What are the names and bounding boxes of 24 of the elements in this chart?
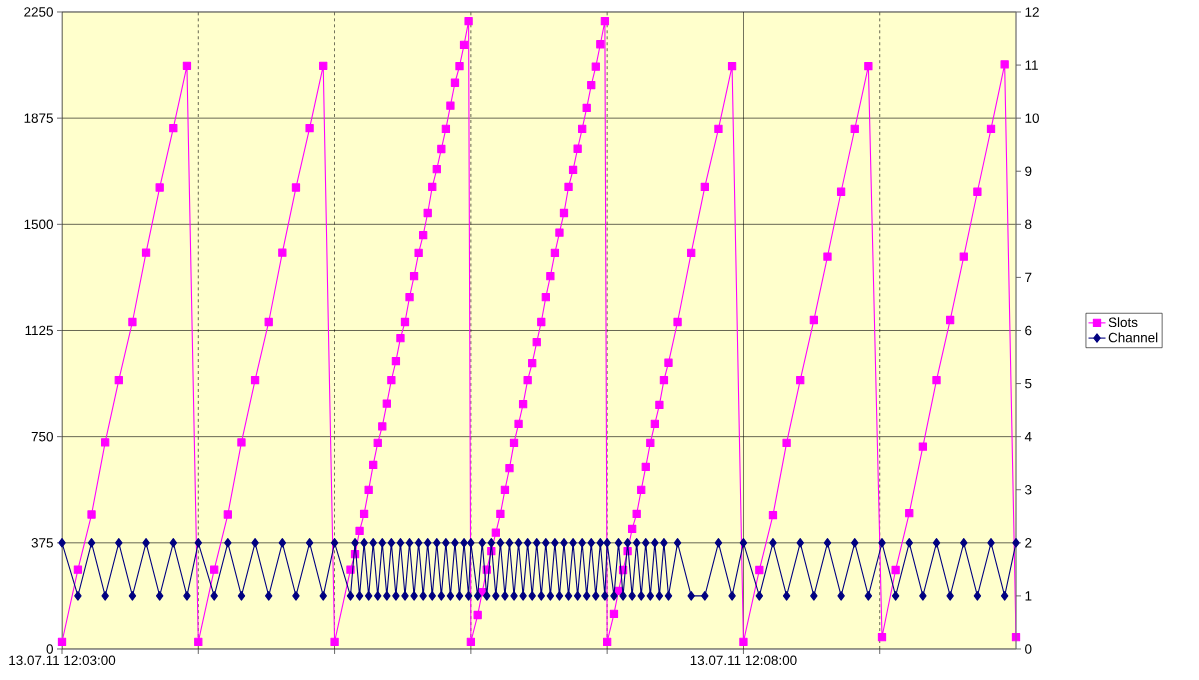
x-tick-label: 13.07.11 12:03:00 xyxy=(9,655,116,666)
y2-tick-label: 8 xyxy=(1025,219,1032,230)
y-tick-label: 1875 xyxy=(24,113,53,123)
y-tick-label: 750 xyxy=(31,431,53,442)
y-tick-label: 0 xyxy=(46,644,53,654)
legend-label: Channel xyxy=(1108,332,1158,343)
y2-tick-label: 0 xyxy=(1025,644,1032,654)
y2-tick-label: 4 xyxy=(1024,432,1032,442)
y2-tick-label: 2 xyxy=(1025,538,1032,548)
y-tick-label: 1125 xyxy=(25,325,53,336)
y2-tick-label: 1 xyxy=(1025,591,1032,601)
y2-tick-label: 11 xyxy=(1025,60,1038,70)
y2-tick-label: 9 xyxy=(1025,166,1032,176)
x-tick-label: 13.07.11 12:08:00 xyxy=(690,655,797,666)
y-tick-label: 2250 xyxy=(24,7,53,17)
legend-label: Slots xyxy=(1108,317,1138,328)
y2-tick-label: 10 xyxy=(1025,113,1039,123)
y-tick-label: 1500 xyxy=(24,219,53,230)
y2-tick-label: 12 xyxy=(1025,7,1039,17)
y2-tick-label: 6 xyxy=(1025,325,1032,336)
y-tick-label: 375 xyxy=(31,538,53,548)
y2-tick-label: 3 xyxy=(1025,484,1032,495)
y2-tick-label: 5 xyxy=(1025,378,1032,389)
y2-tick-label: 7 xyxy=(1025,272,1032,283)
